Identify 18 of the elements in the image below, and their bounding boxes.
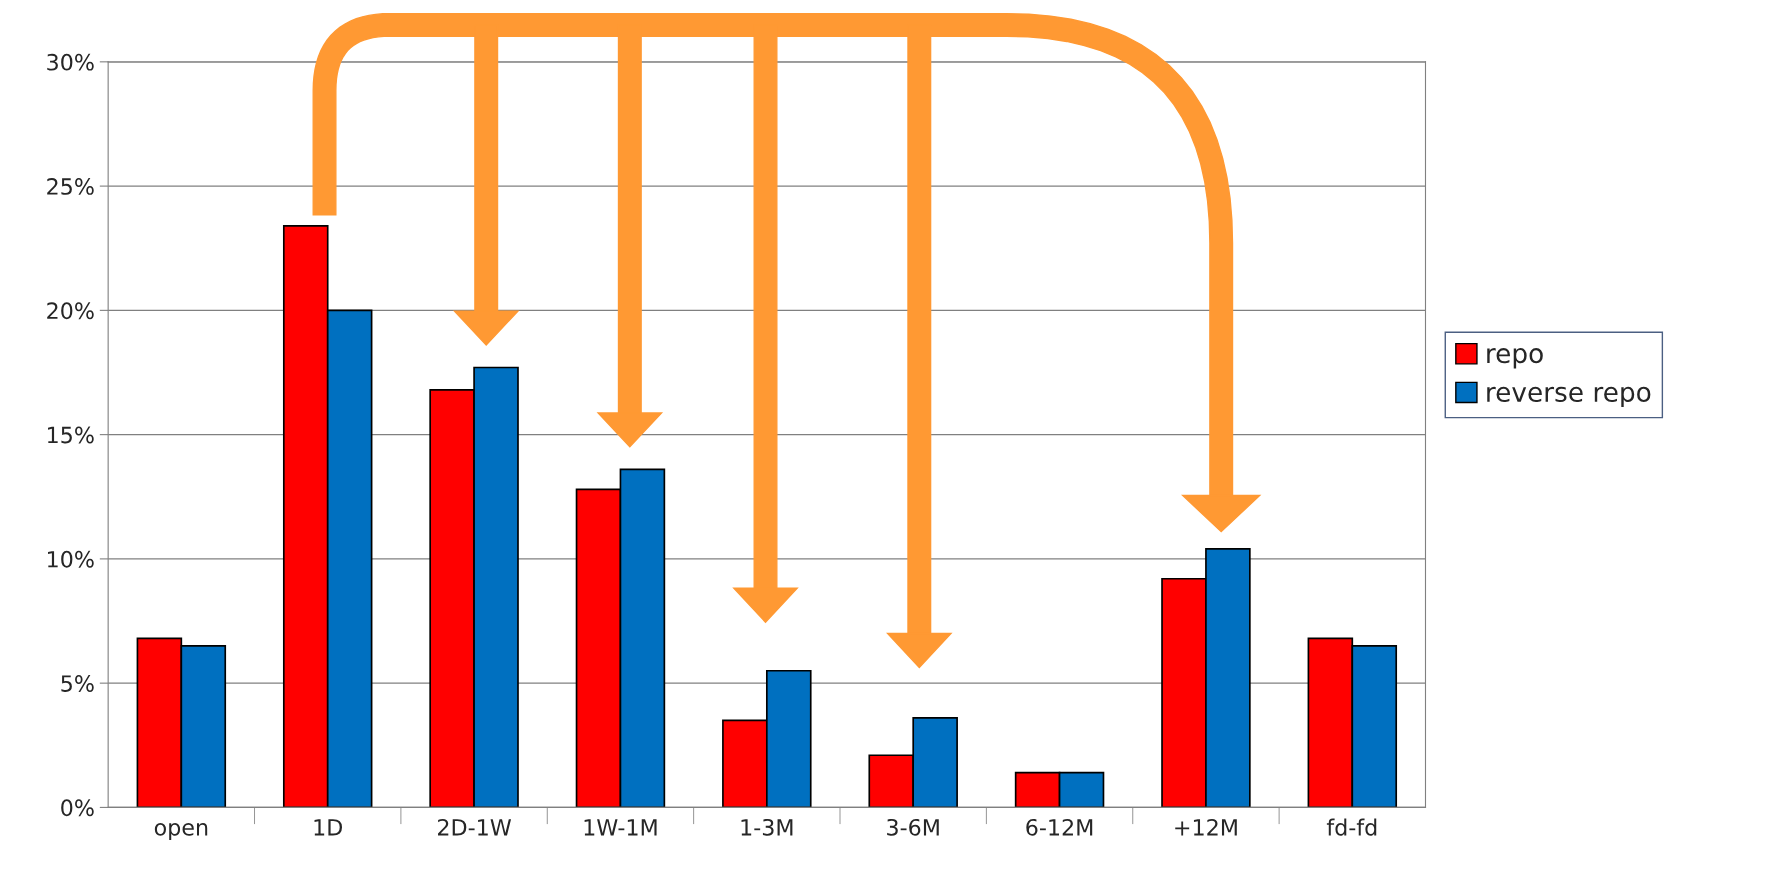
y-tick-label: 15% xyxy=(48,426,94,444)
x-tick-label: 6-12M xyxy=(1026,818,1093,836)
x-tick-label: fd-fd xyxy=(1326,818,1377,836)
x-tick-label: 2D-1W xyxy=(438,818,512,836)
x-tick-label: 1D xyxy=(314,819,343,836)
x-tick-label: 1W-1M xyxy=(584,819,657,836)
y-tick-label: 25% xyxy=(47,178,94,195)
legend-label: repo xyxy=(1487,348,1543,369)
y-tick-label: 20% xyxy=(47,302,94,320)
x-tick-label: 3-6M xyxy=(887,818,939,836)
y-tick-label: 10% xyxy=(48,550,94,568)
y-tick-label: 0% xyxy=(61,799,94,817)
legend-label: reverse repo xyxy=(1487,386,1651,408)
y-tick-label: 5% xyxy=(61,675,94,692)
x-tick-label: 1-3M xyxy=(741,818,793,836)
y-tick-label: 30% xyxy=(47,53,94,71)
x-tick-label: +12M xyxy=(1175,818,1237,836)
x-tick-label: open xyxy=(154,822,208,841)
